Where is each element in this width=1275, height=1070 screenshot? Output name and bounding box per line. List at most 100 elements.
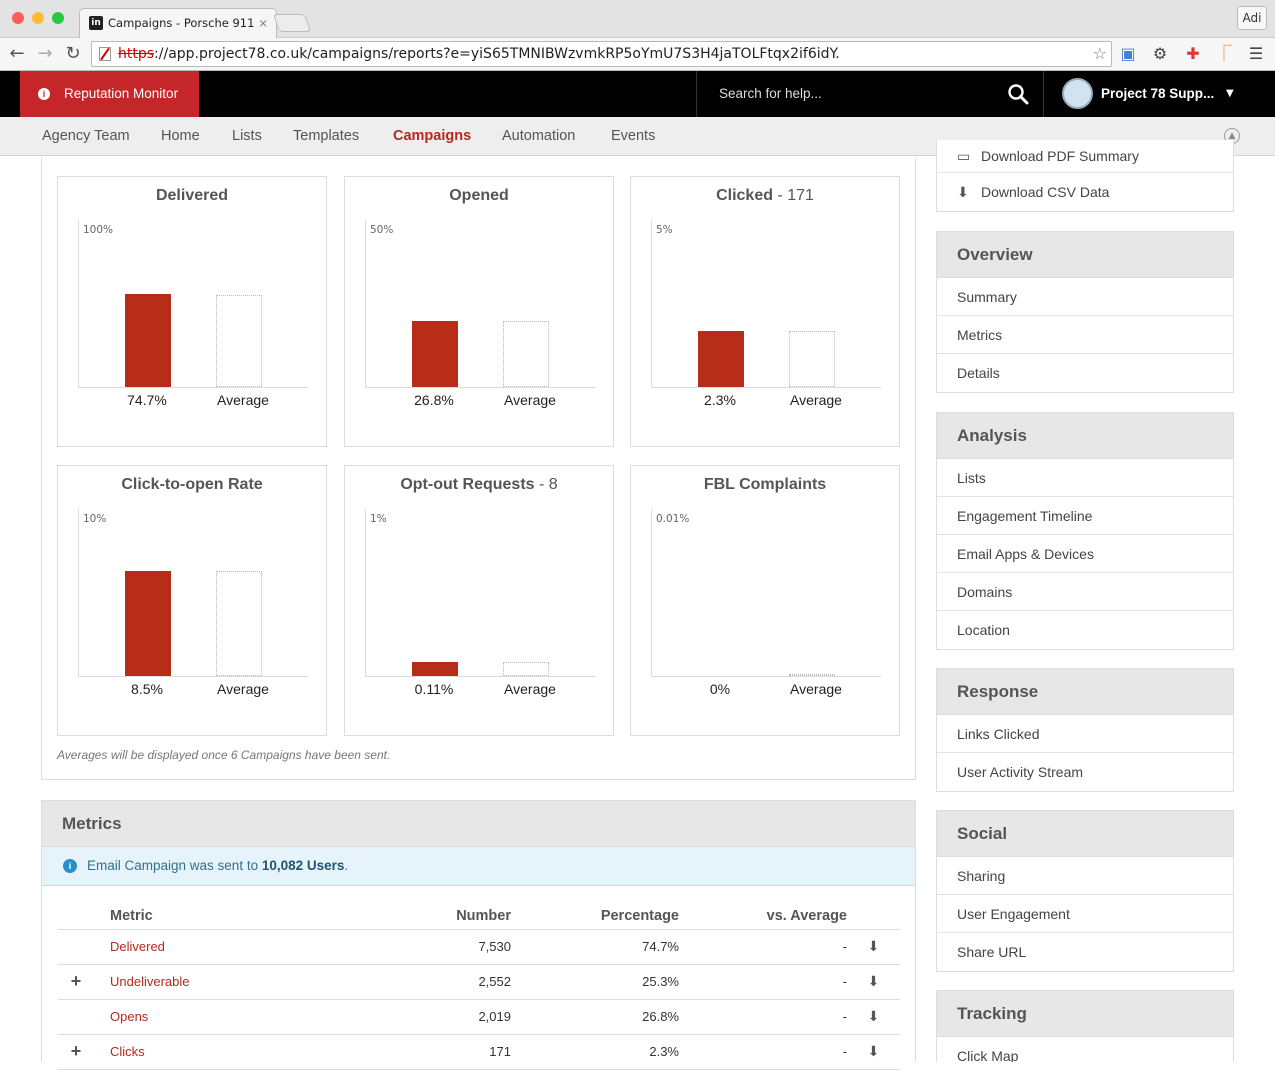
tab-close-icon[interactable]: × bbox=[258, 16, 268, 30]
metrics-table: Metric Number Percentage vs. Average Del… bbox=[58, 901, 900, 1070]
expand-plus-icon[interactable]: + bbox=[70, 1041, 82, 1061]
account-menu[interactable]: Project 78 Supp... ▼ bbox=[1062, 71, 1242, 117]
chart-plot: 5% bbox=[651, 220, 881, 388]
translate-extension-icon[interactable]: ▣ bbox=[1120, 44, 1136, 63]
metric-link[interactable]: Undeliverable bbox=[110, 974, 190, 989]
sidebar-item-user-activity-stream[interactable]: User Activity Stream bbox=[957, 764, 1084, 780]
average-bar bbox=[216, 295, 262, 387]
vs-average-column-header: vs. Average bbox=[679, 901, 847, 930]
forward-icon[interactable]: → bbox=[37, 43, 53, 64]
sidebar-item-user-engagement[interactable]: User Engagement bbox=[937, 895, 1233, 933]
nav-agency-team[interactable]: Agency Team bbox=[42, 128, 130, 144]
value-bar bbox=[412, 662, 458, 676]
metric-link[interactable]: Clicks bbox=[110, 1044, 145, 1059]
nav-lists[interactable]: Lists bbox=[232, 128, 262, 144]
overview-box: Overview Summary Metrics Details bbox=[936, 231, 1234, 393]
nav-campaigns[interactable]: Campaigns bbox=[393, 128, 472, 144]
number-column-header: Number bbox=[294, 901, 511, 930]
table-row: + Undeliverable 2,552 25.3% - ⬇ bbox=[58, 964, 900, 1000]
tracking-box: Tracking Click Map bbox=[936, 990, 1234, 1062]
settings-extension-icon[interactable]: ⚙ bbox=[1152, 44, 1168, 63]
sidebar-item-location[interactable]: Location bbox=[957, 622, 1010, 638]
download-pdf-summary-link[interactable]: ▭ Download PDF Summary bbox=[937, 140, 1233, 173]
average-bar bbox=[789, 674, 835, 676]
chart-title: Clicked - 171 bbox=[631, 187, 899, 205]
nav-templates[interactable]: Templates bbox=[293, 128, 360, 144]
sidebar-item-links-clicked[interactable]: Links Clicked bbox=[937, 715, 1233, 753]
address-bar[interactable]: https://app.project78.co.uk/campaigns/re… bbox=[91, 41, 1112, 67]
maximize-window-button[interactable] bbox=[52, 12, 64, 24]
table-row: + Clicks 171 2.3% - ⬇ bbox=[58, 1034, 900, 1070]
minimize-window-button[interactable] bbox=[32, 12, 44, 24]
chart-title: Opt-out Requests - 8 bbox=[345, 476, 613, 494]
metric-percentage: 74.7% bbox=[511, 929, 679, 965]
download-arrow-icon[interactable]: ⬇ bbox=[867, 938, 880, 954]
download-arrow-icon[interactable]: ⬇ bbox=[867, 973, 880, 989]
download-csv-data-link[interactable]: ⬇ Download CSV Data bbox=[937, 173, 1233, 211]
metric-link[interactable]: Opens bbox=[110, 1009, 149, 1024]
sidebar-item-details[interactable]: Details bbox=[957, 365, 1000, 381]
download-pdf-summary-label: Download PDF Summary bbox=[981, 148, 1139, 164]
table-row: Opens 2,019 26.8% - ⬇ bbox=[58, 999, 900, 1035]
browser-toolbar: ← → ↻ https://app.project78.co.uk/campai… bbox=[0, 38, 1275, 71]
download-arrow-icon[interactable]: ⬇ bbox=[867, 1008, 880, 1024]
downloads-box: ▭ Download PDF Summary ⬇ Download CSV Data bbox=[936, 140, 1234, 212]
chevron-down-icon: ▼ bbox=[1226, 88, 1234, 99]
expand-plus-icon[interactable]: + bbox=[70, 971, 82, 991]
chart-title: Click-to-open Rate bbox=[58, 476, 326, 494]
chart-title: Opened bbox=[345, 187, 613, 205]
reload-icon[interactable]: ↻ bbox=[65, 43, 81, 64]
reputation-monitor-label: Reputation Monitor bbox=[64, 86, 179, 101]
sidebar-item-domains[interactable]: Domains bbox=[937, 573, 1233, 611]
browser-tab-strip: in Campaigns - Porsche 911 × Adi bbox=[0, 0, 1275, 38]
sidebar-item-sharing[interactable]: Sharing bbox=[937, 857, 1233, 895]
url-scheme: https bbox=[118, 46, 155, 62]
download-arrow-icon: ⬇ bbox=[957, 184, 969, 200]
sidebar-item-metrics[interactable]: Metrics bbox=[937, 316, 1233, 354]
sidebar-item-summary[interactable]: Summary bbox=[937, 278, 1233, 316]
y-axis-max-label: 1% bbox=[370, 513, 387, 525]
bookmark-star-icon[interactable]: ☆ bbox=[1092, 44, 1107, 63]
metrics-header-row: Metric Number Percentage vs. Average bbox=[58, 901, 900, 930]
metrics-panel: Metrics i Email Campaign was sent to 10,… bbox=[41, 800, 916, 1070]
close-window-button[interactable] bbox=[12, 12, 24, 24]
average-bar bbox=[789, 331, 835, 387]
tracking-title: Tracking bbox=[937, 991, 1233, 1037]
average-label: Average bbox=[217, 681, 269, 697]
chart-title-text: Click-to-open Rate bbox=[121, 476, 263, 493]
value-label: 0.11% bbox=[414, 681, 454, 697]
nav-events[interactable]: Events bbox=[611, 128, 656, 144]
sidebar-item-click-map[interactable]: Click Map bbox=[957, 1048, 1019, 1062]
chart-card-delivered: Delivered 100% 74.7% Average bbox=[57, 176, 327, 447]
download-csv-data-label: Download CSV Data bbox=[981, 184, 1110, 200]
search-icon[interactable] bbox=[1007, 83, 1029, 105]
average-label: Average bbox=[790, 681, 842, 697]
nav-home[interactable]: Home bbox=[161, 128, 200, 144]
average-bar bbox=[216, 571, 262, 676]
sidebar-item-engagement-timeline[interactable]: Engagement Timeline bbox=[937, 497, 1233, 535]
reputation-monitor-button[interactable]: i Reputation Monitor bbox=[20, 71, 199, 117]
chart-card-fbl-complaints: FBL Complaints 0.01% 0% Average bbox=[630, 465, 900, 736]
help-search[interactable]: Search for help... bbox=[696, 71, 1044, 117]
new-tab-button[interactable] bbox=[272, 14, 312, 32]
download-arrow-icon[interactable]: ⬇ bbox=[867, 1043, 880, 1059]
back-icon[interactable]: ← bbox=[9, 43, 25, 64]
metrics-title: Metrics bbox=[42, 801, 915, 847]
chart-title-text: Clicked bbox=[716, 187, 773, 204]
chrome-menu-icon[interactable]: ☰ bbox=[1248, 44, 1264, 63]
browser-tab[interactable]: in Campaigns - Porsche 911 × bbox=[79, 8, 277, 38]
chart-plot: 1% bbox=[365, 509, 595, 677]
bookmark-extension-icon[interactable]: ⎾ bbox=[1215, 44, 1232, 63]
sidebar-item-email-apps-devices[interactable]: Email Apps & Devices bbox=[937, 535, 1233, 573]
sidebar-item-lists[interactable]: Lists bbox=[937, 459, 1233, 497]
metric-number: 2,019 bbox=[294, 999, 511, 1035]
profile-button[interactable]: Adi bbox=[1237, 6, 1267, 30]
metric-link[interactable]: Delivered bbox=[110, 939, 165, 954]
nav-automation[interactable]: Automation bbox=[502, 128, 576, 144]
chart-plot: 10% bbox=[78, 509, 308, 677]
red-extension-icon[interactable]: ✚ bbox=[1186, 44, 1200, 63]
sidebar-item-share-url[interactable]: Share URL bbox=[957, 944, 1027, 960]
expand-column-header bbox=[58, 901, 94, 930]
metric-vs-average: - bbox=[679, 929, 847, 965]
value-bar bbox=[125, 294, 171, 387]
